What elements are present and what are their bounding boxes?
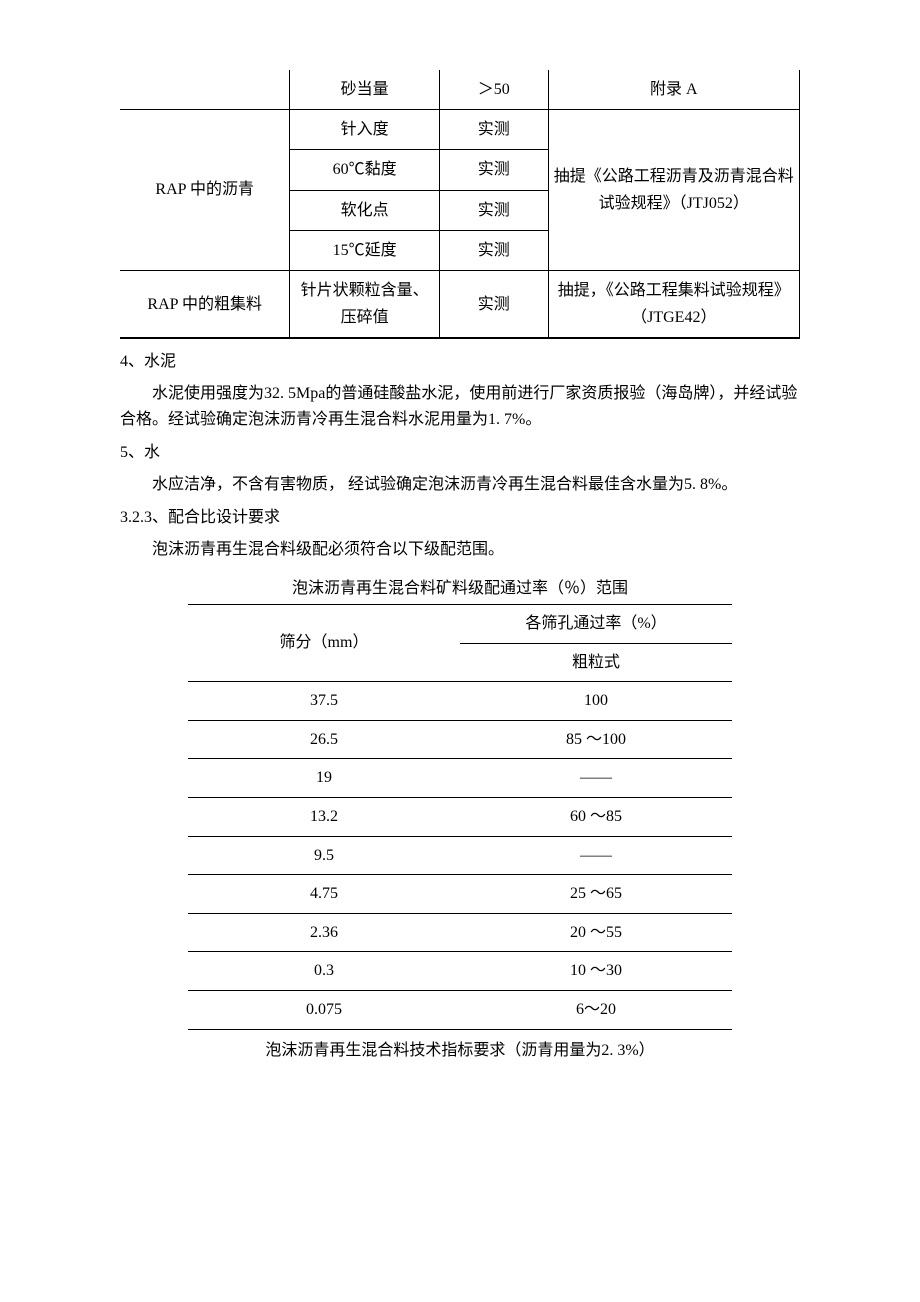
table-cell: 60℃黏度: [290, 150, 439, 190]
section-heading-water: 5、水: [120, 440, 800, 466]
page-content: 砂当量 ＞50 附录 A RAP 中的沥青 针入度 实测 抽提《公路工程沥青及沥…: [0, 0, 920, 1123]
table-cell: 15℃延度: [290, 230, 439, 270]
table-cell: 19: [188, 759, 460, 798]
section-heading-cement: 4、水泥: [120, 349, 800, 375]
table-cell: ——: [460, 759, 732, 798]
table-cell: 附录 A: [548, 70, 799, 110]
table-cell: 25 ～65: [460, 875, 732, 914]
table-cell-method: 抽提，《公路工程集料试验规程》（JTGE42）: [548, 270, 799, 338]
table-cell: 60 ～85: [460, 798, 732, 837]
table-cell: 9.5: [188, 836, 460, 875]
table-cell: 针片状颗粒含量、压碎值: [290, 270, 439, 338]
gradation-table-title: 泡沫沥青再生混合料矿料级配通过率（％）范围: [120, 576, 800, 602]
table-cell: 实测: [439, 150, 548, 190]
table-cell: 砂当量: [290, 70, 439, 110]
table-cell: 4.75: [188, 875, 460, 914]
table-rowgroup-label: RAP 中的粗集料: [120, 270, 290, 338]
table-cell: 针入度: [290, 110, 439, 150]
tech-spec-table-title: 泡沫沥青再生混合料技术指标要求（沥青用量为2. 3%）: [120, 1038, 800, 1064]
table-cell: 2.36: [188, 913, 460, 952]
table-cell: 26.5: [188, 720, 460, 759]
table-head-sieve: 筛分（mm）: [188, 605, 460, 682]
table-cell: 实测: [439, 270, 548, 338]
table-cell: 0.075: [188, 991, 460, 1030]
table-cell: 10 ～30: [460, 952, 732, 991]
gradation-table: 筛分（mm） 各筛孔通过率（%） 粗粒式 37.5100 26.585 ～100…: [188, 604, 732, 1030]
section-heading-mixdesign: 3.2.3、配合比设计要求: [120, 505, 800, 531]
table-cell: 20 ～55: [460, 913, 732, 952]
table-cell: 100: [460, 682, 732, 721]
table-cell: 6～20: [460, 991, 732, 1030]
rap-properties-table: 砂当量 ＞50 附录 A RAP 中的沥青 针入度 实测 抽提《公路工程沥青及沥…: [120, 70, 800, 339]
table-cell: [120, 70, 290, 110]
table-head-passrate: 各筛孔通过率（%）: [460, 605, 732, 644]
table-cell: 13.2: [188, 798, 460, 837]
table-rowgroup-label: RAP 中的沥青: [120, 110, 290, 271]
table-cell: 37.5: [188, 682, 460, 721]
table-cell: 0.3: [188, 952, 460, 991]
table-cell: ＞50: [439, 70, 548, 110]
table-cell: 实测: [439, 110, 548, 150]
section-body-water: 水应洁净，不含有害物质， 经试验确定泡沫沥青冷再生混合料最佳含水量为5. 8%。: [120, 472, 800, 498]
table-subhead-coarse: 粗粒式: [460, 643, 732, 682]
table-cell: ——: [460, 836, 732, 875]
table-cell: 实测: [439, 230, 548, 270]
section-body-mixdesign: 泡沫沥青再生混合料级配必须符合以下级配范围。: [120, 537, 800, 563]
table-cell: 实测: [439, 190, 548, 230]
table-cell: 85 ～100: [460, 720, 732, 759]
table-cell: 软化点: [290, 190, 439, 230]
table-cell-method: 抽提《公路工程沥青及沥青混合料试验规程》（JTJ052）: [548, 110, 799, 271]
section-body-cement: 水泥使用强度为32. 5Mpa的普通硅酸盐水泥，使用前进行厂家资质报验（海岛牌）…: [120, 381, 800, 432]
